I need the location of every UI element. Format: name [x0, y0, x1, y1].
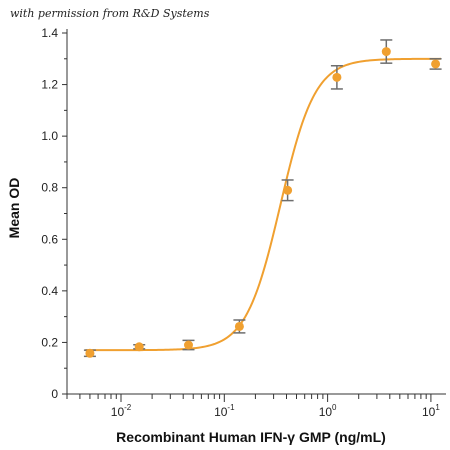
- y-tick-label: 0.8: [41, 181, 58, 195]
- x-axis: 10-2 10-1 100 101: [66, 393, 446, 419]
- error-bars: [83, 39, 442, 358]
- data-point: [332, 72, 342, 82]
- y-tick-label: 1.2: [41, 78, 58, 92]
- y-tick-label: 1.0: [41, 129, 58, 143]
- x-tick-label: 100: [319, 403, 337, 419]
- y-axis-title: Mean OD: [6, 178, 22, 239]
- data-point: [283, 185, 293, 195]
- y-tick-label: 0.2: [41, 335, 58, 349]
- y-tick-label: 0.6: [41, 232, 58, 246]
- data-point: [381, 47, 391, 57]
- y-axis: 0 0.2 0.4 0.6 0.8 1.0 1.2 1.4: [41, 26, 68, 401]
- x-tick-label: 101: [422, 403, 440, 419]
- data-point: [85, 348, 95, 358]
- data-point: [183, 340, 193, 350]
- y-tick-label: 0: [51, 387, 58, 401]
- permission-watermark: with permission from R&D Systems: [10, 7, 210, 20]
- y-tick-label: 0.4: [41, 284, 58, 298]
- x-tick-label: 10-2: [111, 403, 132, 419]
- data-point: [431, 59, 441, 69]
- data-points: [85, 47, 441, 358]
- x-tick-label: 10-1: [214, 403, 235, 419]
- fit-curve: [85, 57, 441, 352]
- y-tick-label: 1.4: [41, 26, 58, 40]
- x-axis-title: Recombinant Human IFN-γ GMP (ng/mL): [116, 429, 386, 445]
- data-point: [134, 342, 144, 352]
- data-point: [234, 321, 244, 331]
